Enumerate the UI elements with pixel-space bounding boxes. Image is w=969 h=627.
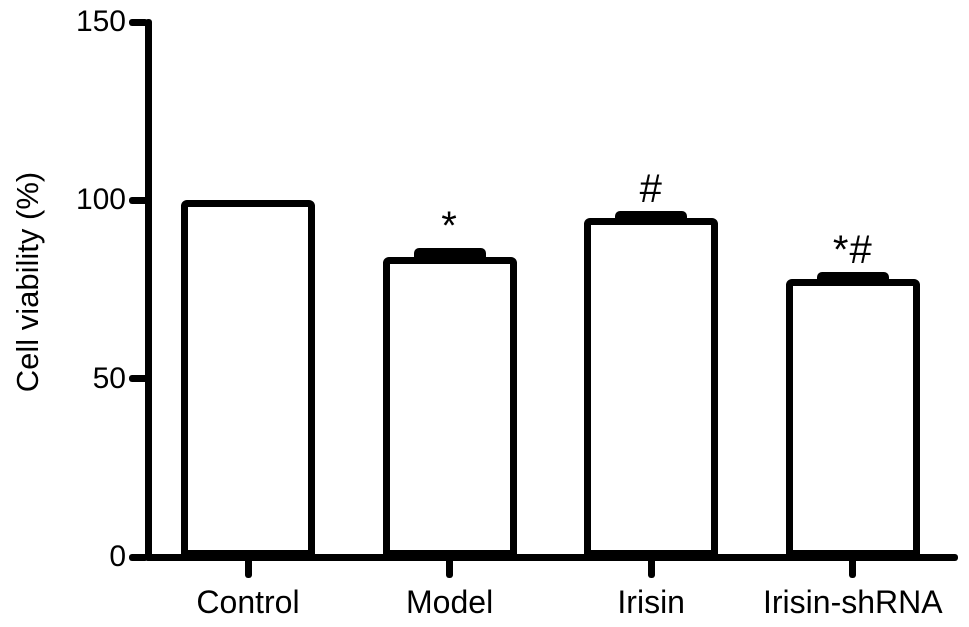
bar-irisin-shrna: [785, 278, 920, 557]
y-tick-label: 0: [109, 540, 126, 573]
x-tick-model: [446, 557, 454, 578]
y-tick-label: 50: [92, 361, 126, 395]
x-tick-control: [244, 557, 252, 578]
significance-annotation-irisin-shrna: *#: [832, 227, 873, 272]
y-tick: [129, 196, 148, 204]
y-axis-line: [144, 18, 152, 561]
x-tick-irisin: [647, 557, 655, 578]
x-axis-line: [144, 553, 958, 561]
x-axis-category-label-irisin-shrna: Irisin-shRNA: [763, 584, 943, 620]
y-tick: [129, 553, 148, 561]
x-axis-category-label-control: Control: [196, 584, 300, 620]
significance-annotation-model: *: [441, 204, 458, 249]
y-tick-label: 100: [75, 183, 126, 217]
bar-control: [181, 200, 315, 557]
y-tick: [129, 18, 148, 26]
x-axis-category-label-irisin: Irisin: [617, 584, 685, 620]
y-tick-label: 150: [75, 5, 126, 38]
bar-model: [382, 257, 517, 557]
y-tick: [129, 375, 148, 383]
x-tick-irisin-shrna: [849, 557, 857, 578]
bar-irisin: [584, 218, 719, 557]
x-axis-category-label-model: Model: [406, 584, 494, 620]
significance-annotation-irisin: #: [639, 167, 663, 212]
